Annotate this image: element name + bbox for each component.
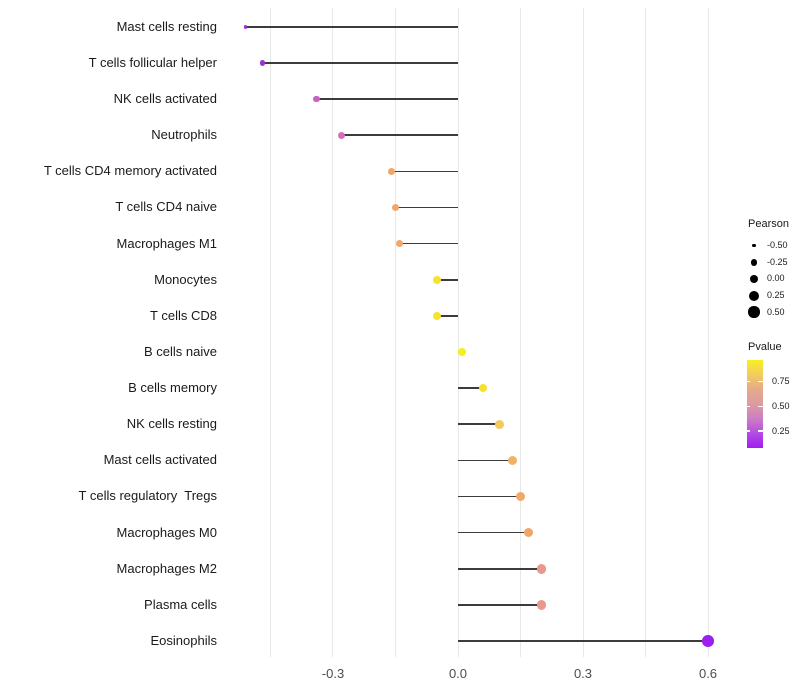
lollipop-stick: [458, 567, 542, 570]
size-legend-label: -0.50: [767, 240, 788, 251]
lollipop-dot: [457, 347, 467, 357]
gridline: [457, 8, 459, 657]
lollipop-dot: [495, 419, 505, 429]
size-legend-dot: [748, 306, 760, 318]
lollipop-dot: [259, 60, 265, 66]
lollipop-dot: [536, 563, 547, 574]
colorbar-tick: [747, 430, 750, 432]
y-axis-label: NK cells activated: [113, 91, 217, 107]
lollipop-stick: [262, 62, 458, 64]
y-axis-label: Macrophages M0: [116, 524, 217, 540]
y-axis-label: T cells CD4 naive: [115, 199, 217, 215]
lollipop-dot: [433, 275, 442, 284]
colorbar-tick: [747, 380, 750, 383]
lollipop-stick: [245, 26, 458, 28]
size-legend-label: -0.25: [767, 256, 788, 267]
y-axis-label: Mast cells resting: [116, 18, 217, 34]
size-legend-dot: [750, 259, 758, 266]
colorbar-tick: [747, 405, 750, 408]
gridline: [394, 8, 396, 657]
pearson-size-legend: Pearson -0.50 -0.25 0.00 0.25 0.50: [744, 218, 800, 328]
y-axis-label: Monocytes: [154, 271, 217, 287]
x-tick-label: 0.6: [698, 666, 718, 681]
lollipop-dot: [702, 635, 714, 647]
gridline: [582, 8, 584, 657]
pvalue-legend-label: 0.25: [772, 425, 790, 436]
size-legend-label: 0.50: [767, 306, 785, 317]
y-axis-label: B cells memory: [128, 380, 217, 396]
size-legend-label: 0.00: [767, 273, 785, 284]
lollipop-stick: [437, 278, 458, 281]
lollipop-dot: [433, 311, 442, 320]
lollipop-stick: [458, 531, 529, 534]
y-axis-label: NK cells resting: [126, 416, 217, 432]
pvalue-colorbar: [747, 360, 763, 448]
y-axis-label: T cells CD4 memory activated: [43, 163, 217, 179]
size-legend-dot: [749, 290, 759, 301]
lollipop-stick: [437, 315, 458, 317]
y-axis-label: Neutrophils: [151, 127, 217, 143]
y-axis-label: Mast cells activated: [103, 452, 217, 468]
lollipop-stick: [399, 242, 458, 245]
x-tick-label: 0.0: [448, 666, 468, 681]
lollipop-stick: [458, 459, 513, 462]
colorbar-tick: [758, 380, 763, 383]
lollipop-stick: [391, 170, 458, 173]
pvalue-legend-label: 0.50: [772, 400, 790, 411]
lollipop-stick: [458, 495, 521, 498]
y-axis-label: Macrophages M1: [116, 235, 217, 251]
pearson-legend-title: Pearson: [748, 218, 789, 230]
lollipop-stick: [458, 640, 709, 642]
y-axis-label: T cells regulatory Tregs: [78, 488, 217, 504]
lollipop-stick: [458, 604, 542, 606]
pvalue-color-legend: Pvalue 0.75 0.50 0.25: [744, 341, 800, 453]
lollipop-dot: [515, 491, 526, 502]
lollipop-stick: [316, 98, 458, 100]
x-tick-label: 0.3: [573, 666, 593, 681]
x-tick-label: -0.3: [321, 666, 345, 681]
lollipop-dot: [313, 95, 320, 103]
colorbar-tick: [758, 430, 763, 432]
size-legend-dot: [752, 244, 756, 248]
y-axis-label: Macrophages M2: [116, 560, 217, 576]
lollipop-stick: [458, 387, 483, 389]
lollipop-dot: [478, 383, 488, 393]
lollipop-dot: [395, 239, 404, 248]
lollipop-dot: [243, 25, 248, 29]
lollipop-dot: [507, 455, 517, 465]
gridline: [520, 8, 521, 657]
lollipop-dot: [536, 600, 547, 610]
y-axis-label: Eosinophils: [150, 633, 218, 648]
pvalue-legend-label: 0.75: [772, 376, 790, 387]
lollipop-stick: [458, 423, 500, 426]
pvalue-legend-title: Pvalue: [748, 341, 782, 353]
y-axis-label: B cells naive: [144, 343, 217, 359]
colorbar-tick: [758, 405, 763, 408]
lollipop-dot: [391, 203, 400, 212]
y-axis-label: Plasma cells: [144, 596, 217, 612]
y-axis-label: T cells follicular helper: [88, 54, 217, 70]
size-legend-label: 0.25: [767, 290, 785, 300]
lollipop-stick: [341, 134, 458, 136]
gridline: [332, 8, 334, 657]
gridline: [707, 8, 709, 657]
lollipop-stick: [395, 206, 458, 209]
size-legend-dot: [749, 274, 759, 284]
gridline: [645, 8, 646, 657]
lollipop-dot: [524, 527, 534, 538]
gridline: [269, 8, 271, 657]
lollipop-dot: [387, 167, 396, 176]
y-axis-label: T cells CD8: [150, 307, 217, 323]
lollipop-dot: [337, 131, 345, 139]
